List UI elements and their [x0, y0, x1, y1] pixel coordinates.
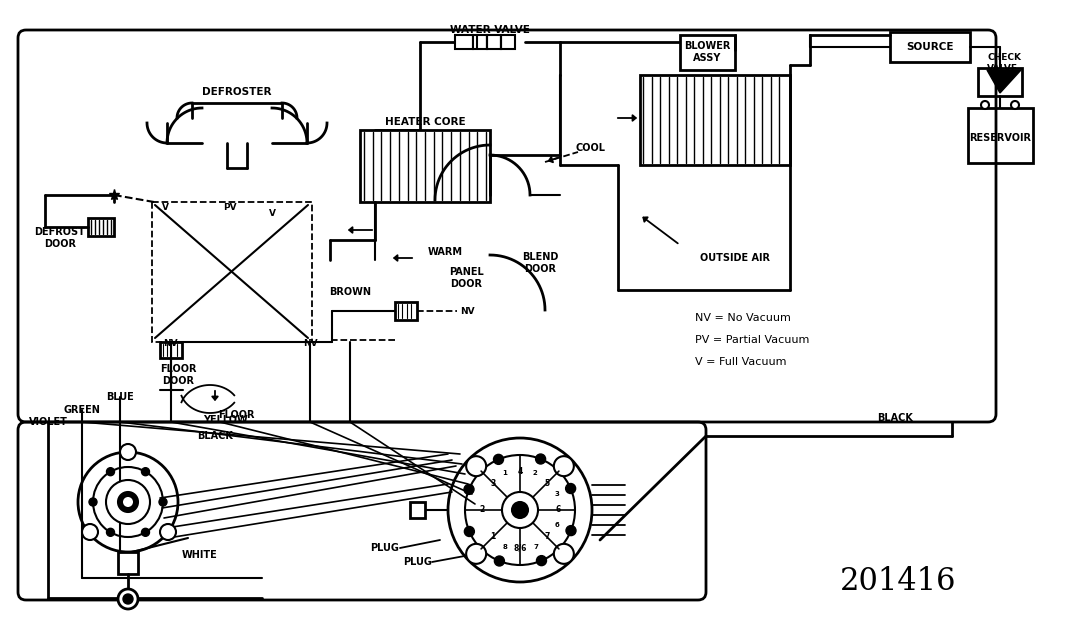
Text: 1: 1	[502, 470, 507, 476]
Circle shape	[82, 524, 98, 540]
Text: HEATER CORE: HEATER CORE	[385, 117, 465, 127]
Circle shape	[118, 492, 138, 512]
Circle shape	[142, 528, 149, 536]
Text: FLOOR: FLOOR	[218, 410, 254, 420]
Circle shape	[107, 528, 115, 536]
Text: 3: 3	[491, 479, 496, 488]
Bar	[395, 302, 417, 320]
Circle shape	[980, 101, 989, 109]
Text: FLOOR
DOOR: FLOOR DOOR	[160, 364, 197, 386]
Circle shape	[465, 526, 475, 537]
Text: 2: 2	[533, 470, 537, 476]
Text: OUTSIDE AIR: OUTSIDE AIR	[700, 253, 770, 263]
Text: 7: 7	[533, 544, 538, 550]
Text: BLACK: BLACK	[877, 413, 913, 423]
Circle shape	[565, 483, 575, 493]
Bar	[501, 35, 515, 49]
Text: V: V	[268, 208, 276, 218]
Circle shape	[89, 498, 97, 506]
Text: BLACK: BLACK	[197, 431, 232, 441]
Text: WATER VALVE: WATER VALVE	[450, 25, 530, 35]
Text: PLUG: PLUG	[403, 557, 432, 567]
Text: 2: 2	[479, 506, 484, 514]
Circle shape	[160, 524, 176, 540]
Circle shape	[466, 456, 486, 476]
Text: VIOLET: VIOLET	[28, 417, 67, 427]
Text: 6: 6	[556, 506, 561, 514]
Text: NV: NV	[303, 338, 318, 348]
Bar	[160, 342, 182, 358]
Circle shape	[466, 544, 486, 564]
Bar	[473, 35, 488, 49]
Circle shape	[120, 444, 136, 460]
Circle shape	[159, 498, 166, 506]
Text: 3: 3	[555, 491, 559, 498]
Text: 4: 4	[518, 468, 522, 476]
Text: PLUG: PLUG	[371, 543, 400, 553]
Text: BLEND
DOOR: BLEND DOOR	[522, 252, 558, 274]
Text: NV: NV	[162, 338, 177, 348]
Circle shape	[142, 468, 149, 476]
Circle shape	[107, 468, 115, 476]
Text: 8: 8	[503, 544, 507, 550]
Circle shape	[1011, 101, 1019, 109]
Text: NV: NV	[459, 307, 475, 315]
Circle shape	[535, 454, 546, 464]
Bar	[967, 108, 1033, 163]
Bar	[680, 35, 735, 70]
Text: RESERVOIR: RESERVOIR	[969, 133, 1031, 143]
Text: V: V	[161, 203, 169, 211]
Text: SOURCE: SOURCE	[906, 42, 953, 52]
Text: 8/6: 8/6	[513, 544, 526, 552]
Text: V = Full Vacuum: V = Full Vacuum	[695, 357, 787, 367]
Circle shape	[123, 497, 133, 507]
Text: PANEL
DOOR: PANEL DOOR	[449, 267, 483, 289]
Circle shape	[494, 556, 505, 566]
Text: 5: 5	[545, 479, 549, 488]
Text: DEFROSTER: DEFROSTER	[202, 87, 271, 97]
Circle shape	[494, 455, 504, 465]
Circle shape	[464, 485, 473, 494]
Text: BLOWER
ASSY: BLOWER ASSY	[684, 41, 730, 63]
Bar	[360, 130, 490, 202]
Circle shape	[553, 456, 574, 476]
Text: CHECK
VALVE: CHECK VALVE	[987, 53, 1020, 73]
Bar	[410, 502, 425, 518]
Circle shape	[106, 480, 150, 524]
Circle shape	[123, 594, 133, 604]
Text: BLUE: BLUE	[106, 392, 134, 402]
Text: PV = Partial Vacuum: PV = Partial Vacuum	[695, 335, 810, 345]
Bar	[152, 202, 312, 342]
Circle shape	[566, 526, 576, 536]
Circle shape	[512, 502, 528, 518]
Bar	[118, 552, 138, 574]
Text: 201416: 201416	[840, 567, 957, 598]
Circle shape	[502, 492, 538, 528]
Text: PV: PV	[223, 203, 237, 211]
Circle shape	[536, 555, 547, 565]
Bar	[890, 32, 970, 62]
Bar	[978, 68, 1022, 96]
Text: NV = No Vacuum: NV = No Vacuum	[695, 313, 791, 323]
Circle shape	[118, 589, 138, 609]
Circle shape	[553, 544, 574, 564]
Bar	[455, 35, 473, 49]
Text: DEFROST
DOOR: DEFROST DOOR	[35, 227, 85, 249]
Text: 6: 6	[555, 522, 560, 528]
Text: COOL: COOL	[575, 143, 605, 153]
Text: YELLOW: YELLOW	[202, 415, 248, 425]
Text: WHITE: WHITE	[182, 550, 218, 560]
Text: 1: 1	[491, 532, 496, 541]
Text: BROWN: BROWN	[329, 287, 371, 297]
Text: 7: 7	[544, 532, 549, 541]
Polygon shape	[987, 70, 1020, 93]
Bar	[640, 75, 790, 165]
Bar	[488, 35, 501, 49]
Text: WARM: WARM	[427, 247, 463, 257]
Bar	[88, 218, 114, 236]
Text: GREEN: GREEN	[64, 405, 101, 415]
